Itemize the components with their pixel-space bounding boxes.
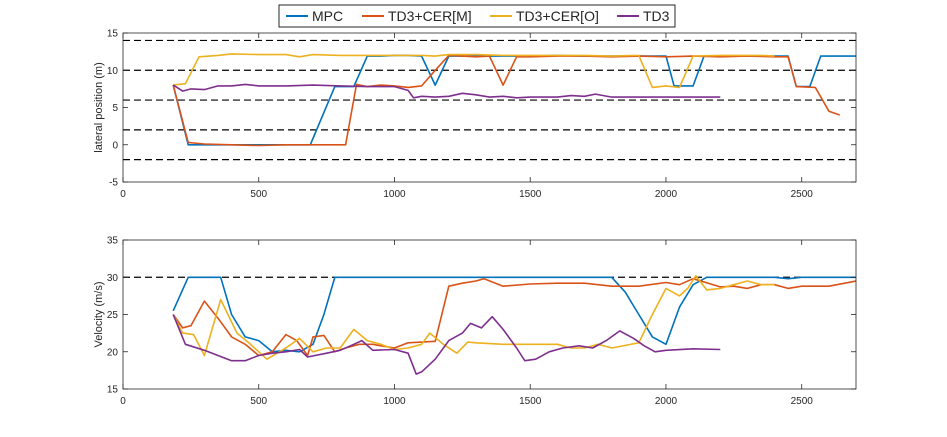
plot-area <box>123 240 856 389</box>
x-tick-label: 1500 <box>519 189 542 200</box>
series-line-td3-cer-o- <box>173 53 775 89</box>
x-tick-label: 0 <box>120 396 126 407</box>
series-line-td3 <box>172 83 721 99</box>
x-tick-label: 2000 <box>655 396 678 407</box>
series-line-td3-cer-m- <box>172 54 840 147</box>
y-tick-label: 20 <box>107 347 119 358</box>
legend-label-0: MPC <box>312 8 343 24</box>
series-line-mpc <box>172 276 856 353</box>
y-tick-label: 15 <box>107 29 119 40</box>
y-axis-label: Velocity (m/s) <box>93 281 105 347</box>
x-tick-label: 1000 <box>383 189 406 200</box>
y-tick-label: -5 <box>109 178 118 189</box>
x-tick-label: 2500 <box>791 189 814 200</box>
x-tick-label: 1000 <box>383 396 406 407</box>
axes-velocity: 0 500 1000 1500 2000 2500 15 20 25 30 35 Velocity (… <box>93 236 857 407</box>
x-tick-label: 0 <box>120 189 126 200</box>
legend: MPC TD3+CER[M] TD3+CER[O] TD3 <box>278 4 676 28</box>
x-tick-label: 500 <box>250 189 267 200</box>
legend-box <box>278 4 676 28</box>
y-tick-label: 10 <box>107 66 119 77</box>
y-tick-label: 5 <box>112 103 118 114</box>
x-tick-label: 2000 <box>655 189 678 200</box>
x-tick-label: 1500 <box>519 396 542 407</box>
series-line-td3-cer-o- <box>172 274 775 361</box>
x-tick-label: 500 <box>250 396 267 407</box>
y-tick-label: 25 <box>107 310 119 321</box>
series-line-td3 <box>172 314 721 375</box>
x-tick-label: 2500 <box>791 396 814 407</box>
y-tick-label: 15 <box>107 385 119 396</box>
y-tick-label: 35 <box>107 236 119 247</box>
legend-label-3: TD3 <box>643 8 670 24</box>
y-tick-label: 30 <box>107 273 119 284</box>
y-tick-label: 0 <box>112 140 118 151</box>
legend-label-1: TD3+CER[M] <box>388 8 472 24</box>
y-axis-label: lateral position (m) <box>93 62 105 152</box>
legend-label-2: TD3+CER[O] <box>516 8 599 24</box>
